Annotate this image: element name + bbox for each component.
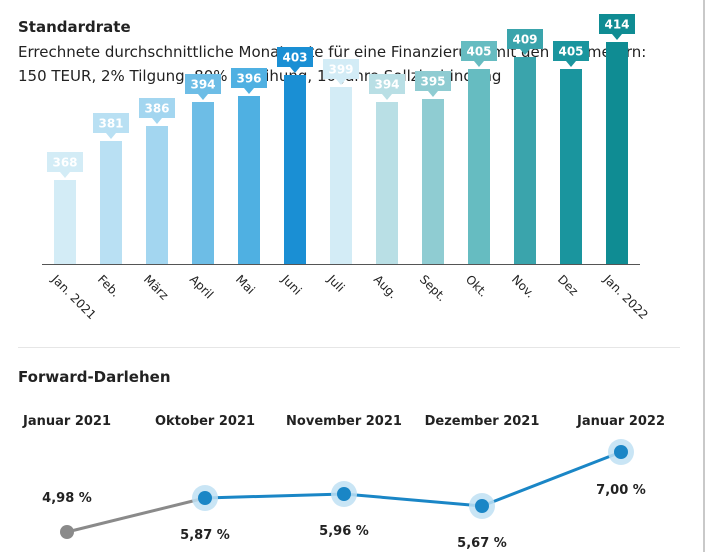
tick-label-2: März bbox=[141, 272, 171, 302]
data-label-6: 399 bbox=[323, 59, 359, 85]
date-label-4: Januar 2022 bbox=[576, 414, 665, 429]
bar-6 bbox=[330, 87, 352, 264]
tick-label-8: Sept. bbox=[417, 272, 449, 304]
tick-label-5: Juni bbox=[278, 272, 304, 298]
value-label-1: 5,87 % bbox=[180, 528, 230, 543]
date-label-2: November 2021 bbox=[286, 414, 402, 429]
bar-3 bbox=[192, 102, 214, 264]
line-segment-past bbox=[65, 496, 207, 534]
section-divider bbox=[18, 347, 680, 348]
data-label-4: 396 bbox=[231, 68, 267, 94]
data-label-11: 405 bbox=[553, 41, 589, 67]
bar-7 bbox=[376, 102, 398, 264]
svg-text:395: 395 bbox=[420, 75, 445, 89]
bar-10 bbox=[514, 57, 536, 264]
data-label-3: 394 bbox=[185, 74, 221, 100]
tick-label-10: Nov. bbox=[509, 272, 538, 301]
value-label-0: 4,98 % bbox=[42, 491, 92, 506]
bar-8 bbox=[422, 99, 444, 264]
tick-label-6: Juli bbox=[324, 272, 347, 295]
svg-text:405: 405 bbox=[558, 45, 583, 59]
svg-text:394: 394 bbox=[374, 78, 399, 92]
data-label-0: 368 bbox=[47, 152, 83, 178]
tick-label-9: Okt. bbox=[463, 272, 491, 300]
svg-text:409: 409 bbox=[512, 33, 537, 47]
point-2 bbox=[337, 487, 351, 501]
tick-label-1: Feb. bbox=[95, 272, 123, 300]
point-halo-1 bbox=[192, 485, 218, 511]
svg-text:405: 405 bbox=[466, 45, 491, 59]
bar-2 bbox=[146, 126, 168, 264]
tick-label-3: April bbox=[187, 272, 216, 301]
bar-5 bbox=[284, 75, 306, 264]
data-label-12: 414 bbox=[599, 14, 635, 40]
svg-text:368: 368 bbox=[52, 156, 77, 170]
forward-darlehen-title: Forward-Darlehen bbox=[18, 368, 171, 386]
frame-border bbox=[703, 0, 705, 552]
standardrate-title: Standardrate bbox=[18, 18, 131, 36]
tick-label-0: Jan. 2021 bbox=[48, 272, 99, 323]
tick-label-12: Jan. 2022 bbox=[600, 272, 651, 323]
standardrate-bar-chart: 368 Jan. 2021 381 Feb. 386 März 394 April 396 Mai… bbox=[42, 14, 651, 323]
svg-text:414: 414 bbox=[604, 18, 629, 32]
date-label-1: Oktober 2021 bbox=[155, 414, 255, 429]
value-label-2: 5,96 % bbox=[319, 524, 369, 539]
bar-4 bbox=[238, 96, 260, 264]
tick-label-11: Dez bbox=[555, 272, 581, 298]
data-label-5: 403 bbox=[277, 47, 313, 73]
data-label-2: 386 bbox=[139, 98, 175, 124]
svg-text:403: 403 bbox=[282, 51, 307, 65]
point-0 bbox=[60, 525, 74, 539]
bar-12 bbox=[606, 42, 628, 264]
value-label-4: 7,00 % bbox=[596, 483, 646, 498]
point-halo-3 bbox=[469, 493, 495, 519]
bar-11 bbox=[560, 69, 582, 264]
tick-label-4: Mai bbox=[233, 272, 258, 297]
data-label-10: 409 bbox=[507, 29, 543, 55]
line-series-current bbox=[204, 450, 622, 508]
data-label-7: 394 bbox=[369, 74, 405, 100]
svg-text:396: 396 bbox=[236, 72, 261, 86]
point-3 bbox=[475, 499, 489, 513]
data-label-1: 381 bbox=[93, 113, 129, 139]
value-label-3: 5,67 % bbox=[457, 536, 507, 551]
point-halo-2 bbox=[331, 481, 357, 507]
date-label-3: Dezember 2021 bbox=[425, 414, 540, 429]
tick-label-7: Aug. bbox=[371, 272, 400, 301]
point-4 bbox=[614, 445, 628, 459]
bar-1 bbox=[100, 141, 122, 264]
bar-9 bbox=[468, 69, 490, 264]
svg-text:399: 399 bbox=[328, 63, 353, 77]
point-1 bbox=[198, 491, 212, 505]
svg-text:386: 386 bbox=[144, 102, 169, 116]
data-label-8: 395 bbox=[415, 71, 451, 97]
data-label-9: 405 bbox=[461, 41, 497, 67]
svg-text:394: 394 bbox=[190, 78, 215, 92]
point-halo-4 bbox=[608, 439, 634, 465]
svg-text:381: 381 bbox=[98, 117, 123, 131]
bar-0 bbox=[54, 180, 76, 264]
date-label-0: Januar 2021 bbox=[22, 414, 111, 429]
